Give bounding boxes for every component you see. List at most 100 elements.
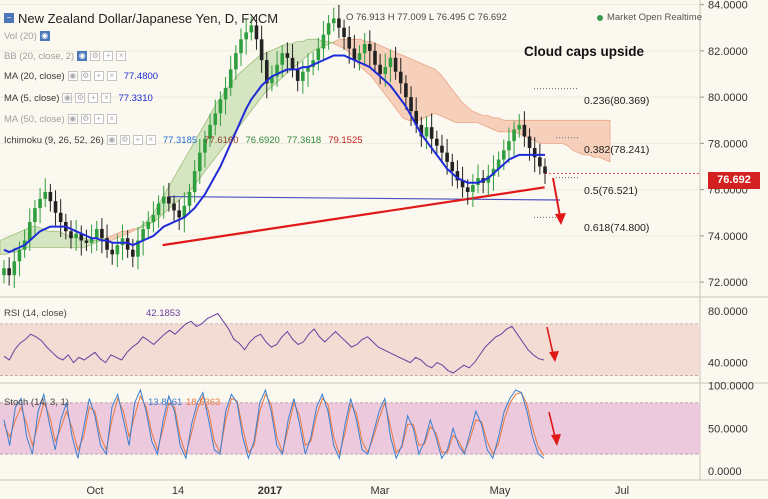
ichimoku-value-5: 79.1525 [328, 134, 363, 146]
candle-body [326, 23, 331, 35]
add-icon[interactable]: + [93, 114, 104, 124]
add-icon[interactable]: + [103, 51, 114, 61]
stoch-pane-label: Stoch (14, 3, 1) [4, 397, 69, 408]
add-icon[interactable]: + [132, 135, 143, 145]
indicator-ichimoku[interactable]: Ichimoku (9, 26, 52, 26) ◉ ⚙ + × 77.3185… [4, 133, 363, 147]
indicator-value: 77.4800 [123, 70, 159, 82]
candle-body [156, 203, 161, 216]
candle-body [383, 67, 388, 74]
candle-body [512, 129, 516, 142]
rsi-line [3, 312, 545, 374]
last-price-badge: 76.692 [708, 172, 760, 189]
candle-body [167, 196, 171, 204]
candle-body [393, 57, 398, 72]
candle-body [146, 222, 151, 229]
stoch-d-value: 18.5363 [186, 397, 221, 408]
candle-body [48, 191, 53, 202]
candle-body [450, 161, 455, 172]
candle-body [197, 152, 202, 172]
rsi-value: 42.1853 [146, 308, 181, 319]
settings-icon[interactable]: ⚙ [119, 135, 130, 145]
close-icon[interactable]: × [106, 114, 117, 124]
candle-body [501, 150, 506, 160]
visibility-eye-icon[interactable]: ◉ [62, 93, 73, 103]
candle-body [33, 208, 37, 222]
y-tick-label: 74.0000 [708, 231, 748, 243]
settings-icon[interactable]: ⚙ [75, 93, 86, 103]
fib-label-0618: 0.618(74.800) [584, 222, 650, 234]
indicator-vol[interactable]: Vol (20) ◉ [4, 29, 50, 43]
candle-body [177, 210, 181, 218]
visibility-eye-icon[interactable]: ◉ [39, 31, 50, 41]
candle-body [352, 48, 357, 61]
candle-body [161, 196, 166, 204]
candle-body [105, 238, 109, 250]
candle-body [465, 187, 470, 192]
indicator-ma5[interactable]: MA (5, close) ◉ ⚙ + × 77.3310 [4, 91, 153, 105]
settings-icon[interactable]: ⚙ [80, 114, 91, 124]
add-icon[interactable]: + [93, 71, 104, 81]
indicator-name: BB (20, close, 2) [4, 50, 75, 62]
ma20-line [3, 54, 545, 254]
visibility-eye-icon[interactable]: ◉ [106, 135, 117, 145]
candle-body [74, 233, 78, 239]
visibility-eye-icon[interactable]: ◉ [67, 71, 78, 81]
candle-body [301, 71, 305, 81]
indicator-value: 77.3310 [118, 92, 153, 104]
y-tick-label: 72.0000 [708, 277, 748, 289]
market-status: Market Open Realtime [596, 12, 702, 23]
close-icon[interactable]: × [106, 71, 117, 81]
candle-body [486, 175, 491, 183]
candle-body [120, 238, 125, 246]
x-tick-label: Oct [86, 485, 103, 497]
candle-body [435, 138, 439, 146]
candle-body [136, 240, 140, 257]
candle-body [373, 50, 377, 65]
visibility-eye-icon[interactable]: ◉ [77, 51, 88, 61]
candle-body [476, 178, 480, 185]
indicator-ma20[interactable]: MA (20, close) ◉ ⚙ + × 77.4800 [4, 69, 158, 83]
candle-body [424, 127, 429, 137]
candle-body [378, 64, 382, 74]
collapse-icon[interactable]: − [4, 13, 14, 23]
candle-body [471, 185, 475, 192]
ichimoku-value-3: 76.6920 [245, 134, 280, 146]
candle-body [27, 222, 32, 241]
candle-body [187, 191, 192, 206]
y-tick-label: 78.0000 [708, 138, 748, 150]
rsi-y-tick-label: 40.0000 [708, 358, 748, 370]
close-icon[interactable]: × [116, 51, 127, 61]
candle-body [440, 145, 444, 153]
close-icon[interactable]: × [145, 135, 156, 145]
stoch-y-tick-label: 0.0000 [708, 466, 742, 478]
stoch-y-tick-label: 100.0000 [708, 381, 754, 393]
settings-icon[interactable]: ⚙ [80, 71, 91, 81]
visibility-eye-icon[interactable]: ◉ [67, 114, 78, 124]
indicator-bb[interactable]: BB (20, close, 2) ◉ ⚙ + × [4, 49, 127, 63]
stoch-k-value: 13.8061 [148, 397, 183, 408]
close-icon[interactable]: × [101, 93, 112, 103]
settings-icon[interactable]: ⚙ [90, 51, 101, 61]
candle-body [182, 205, 187, 218]
candle-body [460, 180, 465, 188]
rsi-band [0, 323, 700, 376]
candle-body [244, 32, 248, 40]
ohlc-readout: O 76.913 H 77.009 L 76.495 C 76.692 [346, 12, 507, 23]
candle-body [342, 27, 346, 37]
candle-body [100, 228, 104, 239]
candle-body [223, 87, 228, 100]
down-arrow-head [555, 213, 566, 225]
add-icon[interactable]: + [88, 93, 99, 103]
candle-body [228, 69, 233, 88]
candle-body [316, 48, 321, 61]
status-dot-icon [596, 14, 603, 21]
candle-body [409, 97, 413, 111]
indicator-ma50[interactable]: MA (50, close) ◉ ⚙ + × [4, 112, 117, 126]
candle-body [455, 171, 460, 181]
candle-body [125, 238, 130, 250]
candle-body [280, 53, 285, 65]
candle-body [7, 268, 11, 276]
candle-body [295, 69, 300, 81]
candle-body [43, 191, 48, 199]
candle-body [398, 71, 403, 84]
